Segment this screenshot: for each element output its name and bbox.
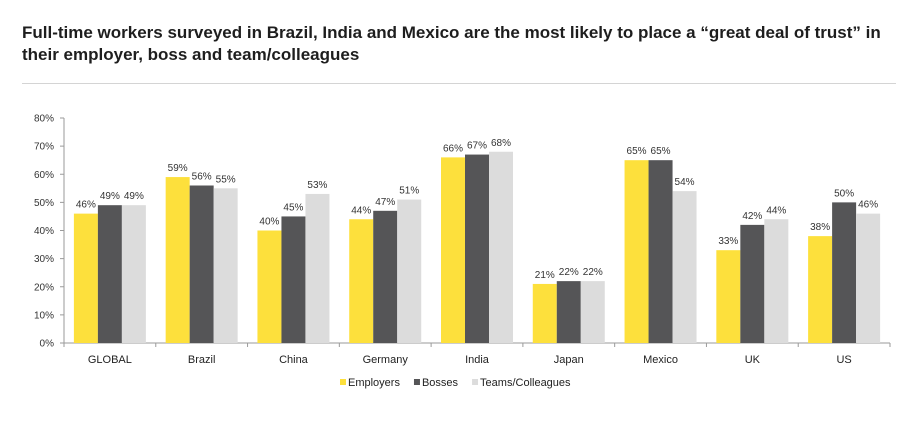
bar — [808, 236, 833, 343]
legend-swatch — [340, 379, 346, 385]
bar — [648, 160, 673, 343]
x-tick-label: Germany — [363, 354, 409, 366]
x-tick-label: GLOBAL — [88, 354, 132, 366]
data-label: 47% — [375, 197, 395, 208]
legend-label: Employers — [348, 377, 400, 389]
bar — [349, 219, 374, 343]
y-tick-label: 70% — [34, 142, 54, 153]
bar — [189, 185, 214, 343]
y-tick-label: 30% — [34, 254, 54, 265]
bar — [373, 210, 398, 343]
bar — [397, 199, 422, 343]
bar — [441, 157, 465, 343]
y-tick-label: 20% — [34, 282, 54, 293]
legend-swatch — [472, 379, 479, 385]
x-tick-label: Brazil — [188, 354, 216, 366]
bar — [97, 205, 122, 343]
x-axis: GLOBAL Brazil China Germany India Japan Mexico… — [63, 342, 891, 366]
bar — [624, 160, 649, 343]
data-label: 55% — [216, 174, 236, 185]
bar — [165, 177, 190, 343]
data-label: 56% — [192, 172, 212, 183]
data-label: 66% — [443, 143, 463, 154]
y-tick-label: 60% — [34, 170, 54, 181]
x-tick-label: Mexico — [643, 354, 678, 366]
bar — [281, 216, 306, 343]
y-tick-label: 80% — [34, 114, 54, 125]
data-label: 38% — [810, 222, 830, 233]
data-label: 46% — [76, 200, 96, 211]
data-label: 21% — [535, 270, 555, 281]
data-labels: 46% 49% 49% 59% 56% 55% 40% 45% 53% 44% 47% 51% 66% 6… — [76, 138, 878, 281]
legend-label: Teams/Colleagues — [480, 377, 571, 389]
bar — [832, 202, 857, 343]
data-label: 45% — [283, 202, 303, 213]
data-label: 44% — [766, 205, 786, 216]
data-label: 67% — [467, 141, 487, 152]
data-label: 49% — [100, 191, 120, 202]
bar — [856, 213, 881, 343]
bars — [73, 151, 881, 343]
data-label: 46% — [858, 200, 878, 211]
legend-swatch — [413, 379, 420, 385]
x-tick-label: Japan — [554, 354, 584, 366]
x-tick-label: US — [836, 354, 851, 366]
bar — [489, 151, 513, 343]
data-label: 65% — [627, 146, 647, 157]
y-tick-label: 10% — [34, 310, 54, 321]
bar — [73, 213, 98, 343]
y-tick-label: 0% — [40, 339, 55, 350]
y-tick-label: 40% — [34, 226, 54, 237]
bar — [672, 191, 697, 343]
bar — [580, 281, 605, 343]
data-label: 22% — [559, 267, 579, 278]
title-divider — [22, 83, 896, 84]
data-label: 68% — [491, 138, 511, 149]
legend-label: Bosses — [422, 377, 459, 389]
x-tick-label: India — [465, 354, 490, 366]
bar — [465, 154, 489, 343]
data-label: 44% — [351, 205, 371, 216]
data-label: 53% — [307, 180, 327, 191]
x-tick-label: UK — [745, 354, 761, 366]
data-label: 65% — [651, 146, 671, 157]
bar — [121, 205, 146, 343]
data-label: 50% — [834, 188, 854, 199]
bar — [740, 224, 765, 343]
data-label: 42% — [742, 211, 762, 222]
data-label: 51% — [399, 186, 419, 197]
data-label: 59% — [168, 163, 188, 174]
y-axis: 0% 10% 20% 30% 40% 50% 60% 70% 80% — [34, 114, 65, 350]
bar — [532, 283, 557, 343]
bar — [305, 193, 330, 343]
bar — [716, 250, 741, 343]
bar — [213, 188, 238, 343]
data-label: 33% — [718, 236, 738, 247]
bar — [764, 219, 789, 343]
data-label: 54% — [675, 177, 695, 188]
bar — [556, 281, 581, 343]
legend: Employers Bosses Teams/Colleagues — [340, 377, 571, 389]
chart-title: Full-time workers surveyed in Brazil, In… — [22, 23, 881, 64]
data-label: 40% — [259, 217, 279, 228]
data-label: 49% — [124, 191, 144, 202]
y-tick-label: 50% — [34, 198, 54, 209]
data-label: 22% — [583, 267, 603, 278]
x-tick-label: China — [279, 354, 309, 366]
bar — [257, 230, 282, 343]
